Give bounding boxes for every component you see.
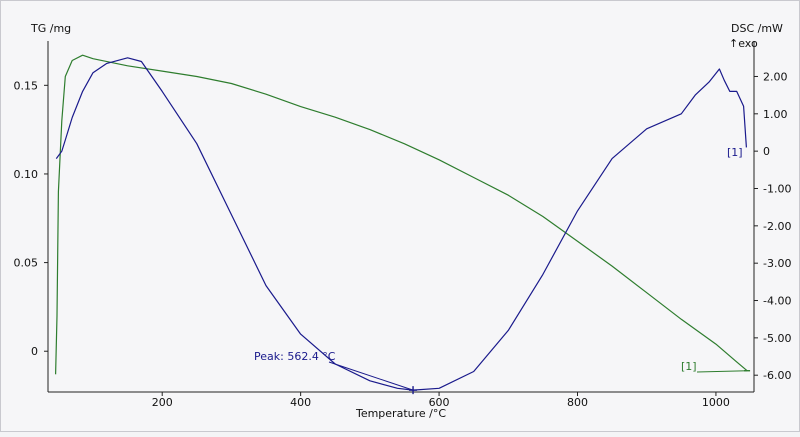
dsc-curve-label: [1] <box>727 146 743 159</box>
tg-curve <box>55 54 748 375</box>
y-right-tick-label: -6.00 <box>763 369 791 382</box>
peak-label: Peak: 562.4 °C <box>254 350 336 363</box>
y-right-axis-title: DSC /mW <box>731 22 783 35</box>
x-tick-label: 200 <box>152 396 173 409</box>
x-tick-label: 600 <box>429 396 450 409</box>
y-right-tick-label: -2.00 <box>763 220 791 233</box>
peak-leader-line <box>328 361 414 391</box>
y-left-axis-title: TG /mg <box>30 22 71 35</box>
y-left-tick-label: 0 <box>31 345 38 358</box>
x-tick-label: 1000 <box>702 396 730 409</box>
x-axis-title: Temperature /°C <box>355 407 446 420</box>
tick-group: 200 400 600 800 1000 0 0.05 0.10 0.15 2.00 1.00 0 -1… <box>14 70 792 409</box>
series-group <box>55 54 748 391</box>
y-right-tick-label: -1.00 <box>763 182 791 195</box>
y-right-tick-label: 1.00 <box>763 108 788 121</box>
x-tick-label: 400 <box>290 396 311 409</box>
tg-label-leader <box>696 370 748 373</box>
y-right-tick-label: -3.00 <box>763 257 791 270</box>
y-right-tick-label: -5.00 <box>763 332 791 345</box>
dsc-curve <box>55 57 747 391</box>
annotation-group: Peak: 562.4 °C [1] [1] <box>254 146 751 395</box>
tg-curve-label: [1] <box>681 360 697 373</box>
y-left-tick-label: 0.15 <box>14 79 39 92</box>
y-right-tick-label: 2.00 <box>763 70 788 83</box>
exo-direction-note: ↑exo <box>729 37 758 50</box>
y-left-tick-label: 0.10 <box>14 168 39 181</box>
y-right-tick-label: 0 <box>763 145 770 158</box>
y-right-tick-label: -4.00 <box>763 295 791 308</box>
y-left-tick-label: 0.05 <box>14 257 39 270</box>
x-tick-label: 800 <box>567 396 588 409</box>
